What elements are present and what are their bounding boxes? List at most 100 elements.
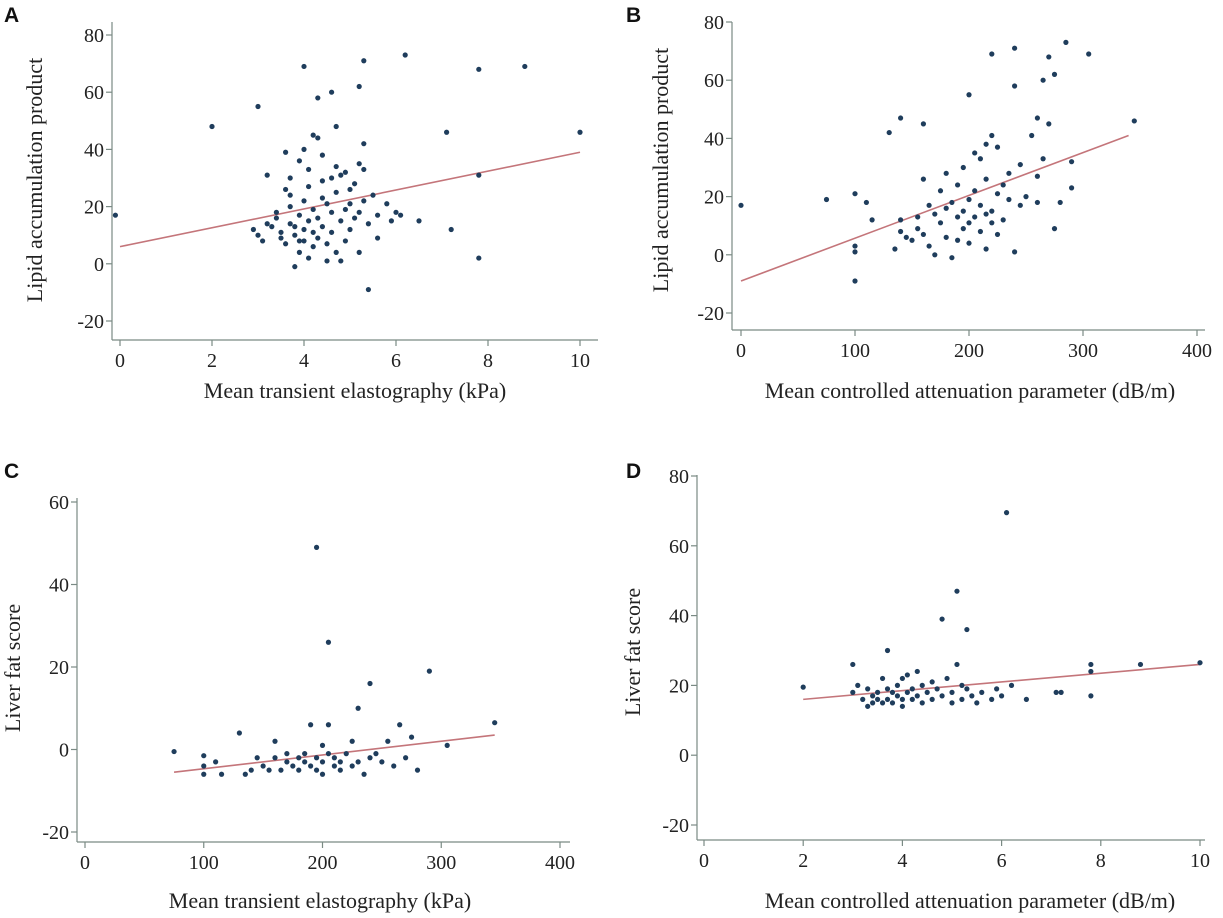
x-tick-label: 8 (1096, 850, 1106, 872)
data-point (972, 188, 978, 194)
y-tick-label: 40 (84, 139, 104, 161)
data-point (337, 759, 343, 765)
data-point (296, 755, 302, 761)
data-point (1088, 661, 1094, 668)
data-point (171, 748, 177, 755)
data-point (296, 158, 302, 164)
data-point (398, 212, 404, 218)
data-point (201, 763, 207, 769)
data-point (329, 175, 335, 181)
data-point (926, 202, 932, 208)
data-point (852, 249, 858, 255)
data-point (310, 244, 316, 250)
data-point (347, 186, 353, 193)
y-tick-label: 20 (84, 197, 104, 219)
data-point (272, 755, 278, 761)
x-axis-title: Mean controlled attenuation parameter (d… (765, 888, 1176, 913)
data-point (319, 195, 325, 201)
data-point (352, 181, 358, 187)
y-tick-label: 20 (669, 675, 689, 697)
data-point (738, 202, 744, 208)
data-point (904, 672, 910, 678)
data-point (884, 647, 891, 654)
data-point (397, 722, 403, 728)
data-point (903, 234, 909, 240)
data-point (365, 286, 371, 293)
y-tick-label: 0 (94, 254, 104, 276)
data-point (373, 751, 379, 757)
data-point (929, 696, 935, 702)
y-tick-label: 40 (704, 128, 724, 150)
data-point (932, 211, 938, 217)
data-point (929, 679, 935, 685)
data-point (860, 696, 866, 702)
data-point (287, 221, 293, 227)
data-point (915, 214, 921, 220)
data-point (966, 92, 972, 98)
data-point (898, 115, 904, 121)
panel-letter: A (4, 4, 19, 27)
data-point (960, 164, 966, 171)
data-point (333, 189, 339, 195)
data-point (1069, 159, 1075, 165)
data-point (325, 722, 332, 728)
data-point (1131, 118, 1137, 124)
data-point (476, 66, 482, 72)
data-point (1029, 132, 1035, 139)
data-point (370, 192, 376, 198)
data-point (310, 132, 316, 138)
data-point (989, 696, 995, 702)
data-point (356, 209, 362, 215)
data-point (319, 224, 325, 230)
data-point (855, 682, 861, 689)
data-point (347, 226, 353, 233)
data-point (402, 52, 408, 58)
data-point (319, 742, 326, 748)
data-point (949, 700, 955, 706)
data-point (964, 686, 970, 692)
data-point (919, 700, 925, 706)
data-point (315, 95, 321, 101)
x-tick-label: 0 (115, 350, 125, 372)
data-point (1058, 689, 1064, 695)
data-point (914, 668, 920, 675)
data-point (979, 689, 985, 695)
data-point (889, 689, 896, 695)
y-tick-label: 0 (714, 245, 724, 267)
data-point (242, 771, 248, 777)
data-point (426, 668, 432, 674)
data-point (920, 121, 927, 127)
data-point (966, 196, 972, 203)
y-tick-label: 60 (84, 82, 104, 104)
data-point (964, 626, 970, 633)
data-point (1137, 661, 1144, 668)
data-point (329, 89, 335, 95)
data-point (823, 196, 830, 203)
data-point (974, 700, 980, 706)
data-point (924, 689, 930, 695)
data-point (894, 693, 901, 699)
panel-a: A 0 2 4 6 8 10 80 60 40 20 0 -20 Mean transient elast… (4, 4, 598, 403)
data-point (313, 544, 320, 550)
x-tick-label: 300 (426, 852, 456, 874)
data-point (1023, 194, 1029, 200)
data-point (296, 212, 302, 218)
data-point (342, 206, 348, 213)
data-point (361, 771, 367, 777)
data-point (201, 771, 207, 777)
data-point (391, 763, 397, 769)
y-axis-title: Liver fat score (0, 604, 25, 732)
data-point (255, 232, 261, 238)
data-point (899, 675, 906, 682)
y-tick-label: 40 (49, 575, 69, 597)
data-point (329, 209, 335, 215)
data-point (361, 58, 367, 64)
data-point (944, 675, 950, 682)
regression-line (173, 734, 495, 773)
data-point (884, 696, 891, 702)
y-axis-title: Liver fat score (620, 588, 645, 716)
data-point (393, 209, 399, 215)
data-point (899, 703, 906, 709)
data-point (302, 751, 308, 757)
